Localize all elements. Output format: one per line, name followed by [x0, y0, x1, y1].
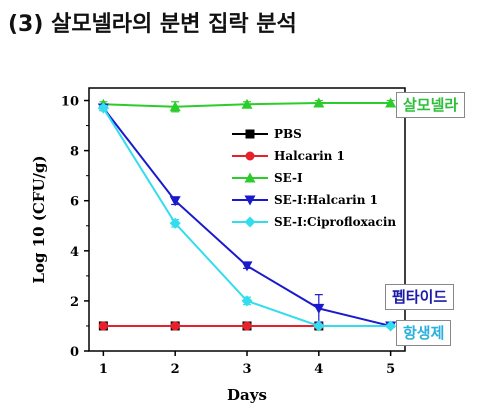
- x-tick-label: 3: [242, 362, 251, 377]
- legend-label: SE-I: [274, 171, 303, 185]
- y-tick-label: 8: [70, 145, 79, 160]
- legend-label: SE-I:Ciprofloxacin: [274, 215, 396, 229]
- x-axis-title: Days: [227, 386, 267, 404]
- legend-label: PBS: [274, 127, 302, 141]
- legend-label: Halcarin 1: [274, 149, 345, 163]
- callout-peptide: 펩타이드: [385, 284, 455, 310]
- callout-salmonella: 살모넬라: [396, 92, 466, 118]
- data-point: [313, 320, 325, 332]
- data-point: [313, 97, 325, 108]
- series-2: [97, 97, 397, 113]
- page-title: (3) 살모넬라의 분변 집락 분석: [8, 12, 297, 37]
- legend-swatch-marker: [245, 151, 255, 161]
- data-point: [97, 102, 109, 114]
- legend-label: SE-I:Halcarin 1: [274, 193, 378, 207]
- legend: PBS Halcarin 1 SE-I SE-I:Halcarin 1 SE-I:Cip…: [232, 127, 396, 229]
- data-point: [170, 321, 180, 331]
- series-1: [98, 321, 324, 331]
- y-tick-label: 6: [70, 195, 79, 210]
- x-tick-label: 4: [314, 362, 323, 377]
- y-tick-label: 0: [70, 345, 79, 360]
- legend-swatch-marker: [244, 195, 256, 206]
- data-point: [98, 321, 108, 331]
- legend-swatch-marker: [244, 216, 256, 228]
- data-point: [241, 261, 253, 272]
- x-tick-label: 1: [99, 362, 108, 377]
- data-point: [242, 321, 252, 331]
- y-tick-label: 4: [70, 245, 79, 260]
- y-tick-label: 2: [70, 295, 79, 310]
- data-point: [241, 295, 253, 307]
- data-point: [313, 303, 325, 314]
- data-point: [241, 98, 253, 109]
- data-point: [385, 320, 397, 332]
- data-point: [385, 97, 397, 108]
- y-axis-title: Log 10 (CFU/g): [30, 155, 48, 283]
- data-point: [169, 217, 181, 229]
- legend-swatch-marker: [245, 129, 255, 139]
- data-point: [169, 196, 181, 207]
- legend-swatch-marker: [244, 172, 256, 183]
- x-tick-label: 2: [171, 362, 180, 377]
- data-point: [169, 101, 181, 112]
- series-4: [97, 102, 397, 332]
- callout-antibiotic: 항생제: [396, 320, 452, 346]
- y-tick-label: 10: [61, 95, 79, 110]
- x-tick-label: 5: [386, 362, 395, 377]
